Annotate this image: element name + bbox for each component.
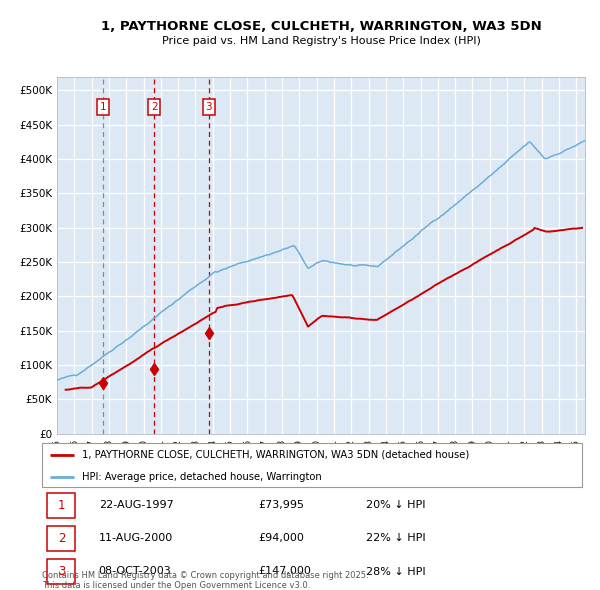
Text: 20% ↓ HPI: 20% ↓ HPI [366,500,425,510]
Text: 22% ↓ HPI: 22% ↓ HPI [366,533,425,543]
Bar [47,493,76,518]
Text: 2: 2 [58,532,65,545]
Text: 11-AUG-2000: 11-AUG-2000 [98,533,173,543]
Text: 3: 3 [206,102,212,112]
Text: Contains HM Land Registry data © Crown copyright and database right 2025.
This d: Contains HM Land Registry data © Crown c… [42,571,368,590]
Text: 1: 1 [100,102,106,112]
Bar [47,559,76,584]
Text: HPI: Average price, detached house, Warrington: HPI: Average price, detached house, Warr… [83,472,322,482]
Text: 22-AUG-1997: 22-AUG-1997 [98,500,173,510]
Text: £94,000: £94,000 [258,533,304,543]
Text: 2: 2 [151,102,157,112]
Text: 28% ↓ HPI: 28% ↓ HPI [366,566,425,576]
Text: 1, PAYTHORNE CLOSE, CULCHETH, WARRINGTON, WA3 5DN: 1, PAYTHORNE CLOSE, CULCHETH, WARRINGTON… [101,20,541,33]
Bar [47,526,76,551]
Text: £73,995: £73,995 [258,500,304,510]
Text: Price paid vs. HM Land Registry's House Price Index (HPI): Price paid vs. HM Land Registry's House … [161,37,481,46]
Text: £147,000: £147,000 [258,566,311,576]
Text: 3: 3 [58,565,65,578]
Text: 1: 1 [58,499,65,512]
Text: 08-OCT-2003: 08-OCT-2003 [98,566,172,576]
Text: 1, PAYTHORNE CLOSE, CULCHETH, WARRINGTON, WA3 5DN (detached house): 1, PAYTHORNE CLOSE, CULCHETH, WARRINGTON… [83,450,470,460]
